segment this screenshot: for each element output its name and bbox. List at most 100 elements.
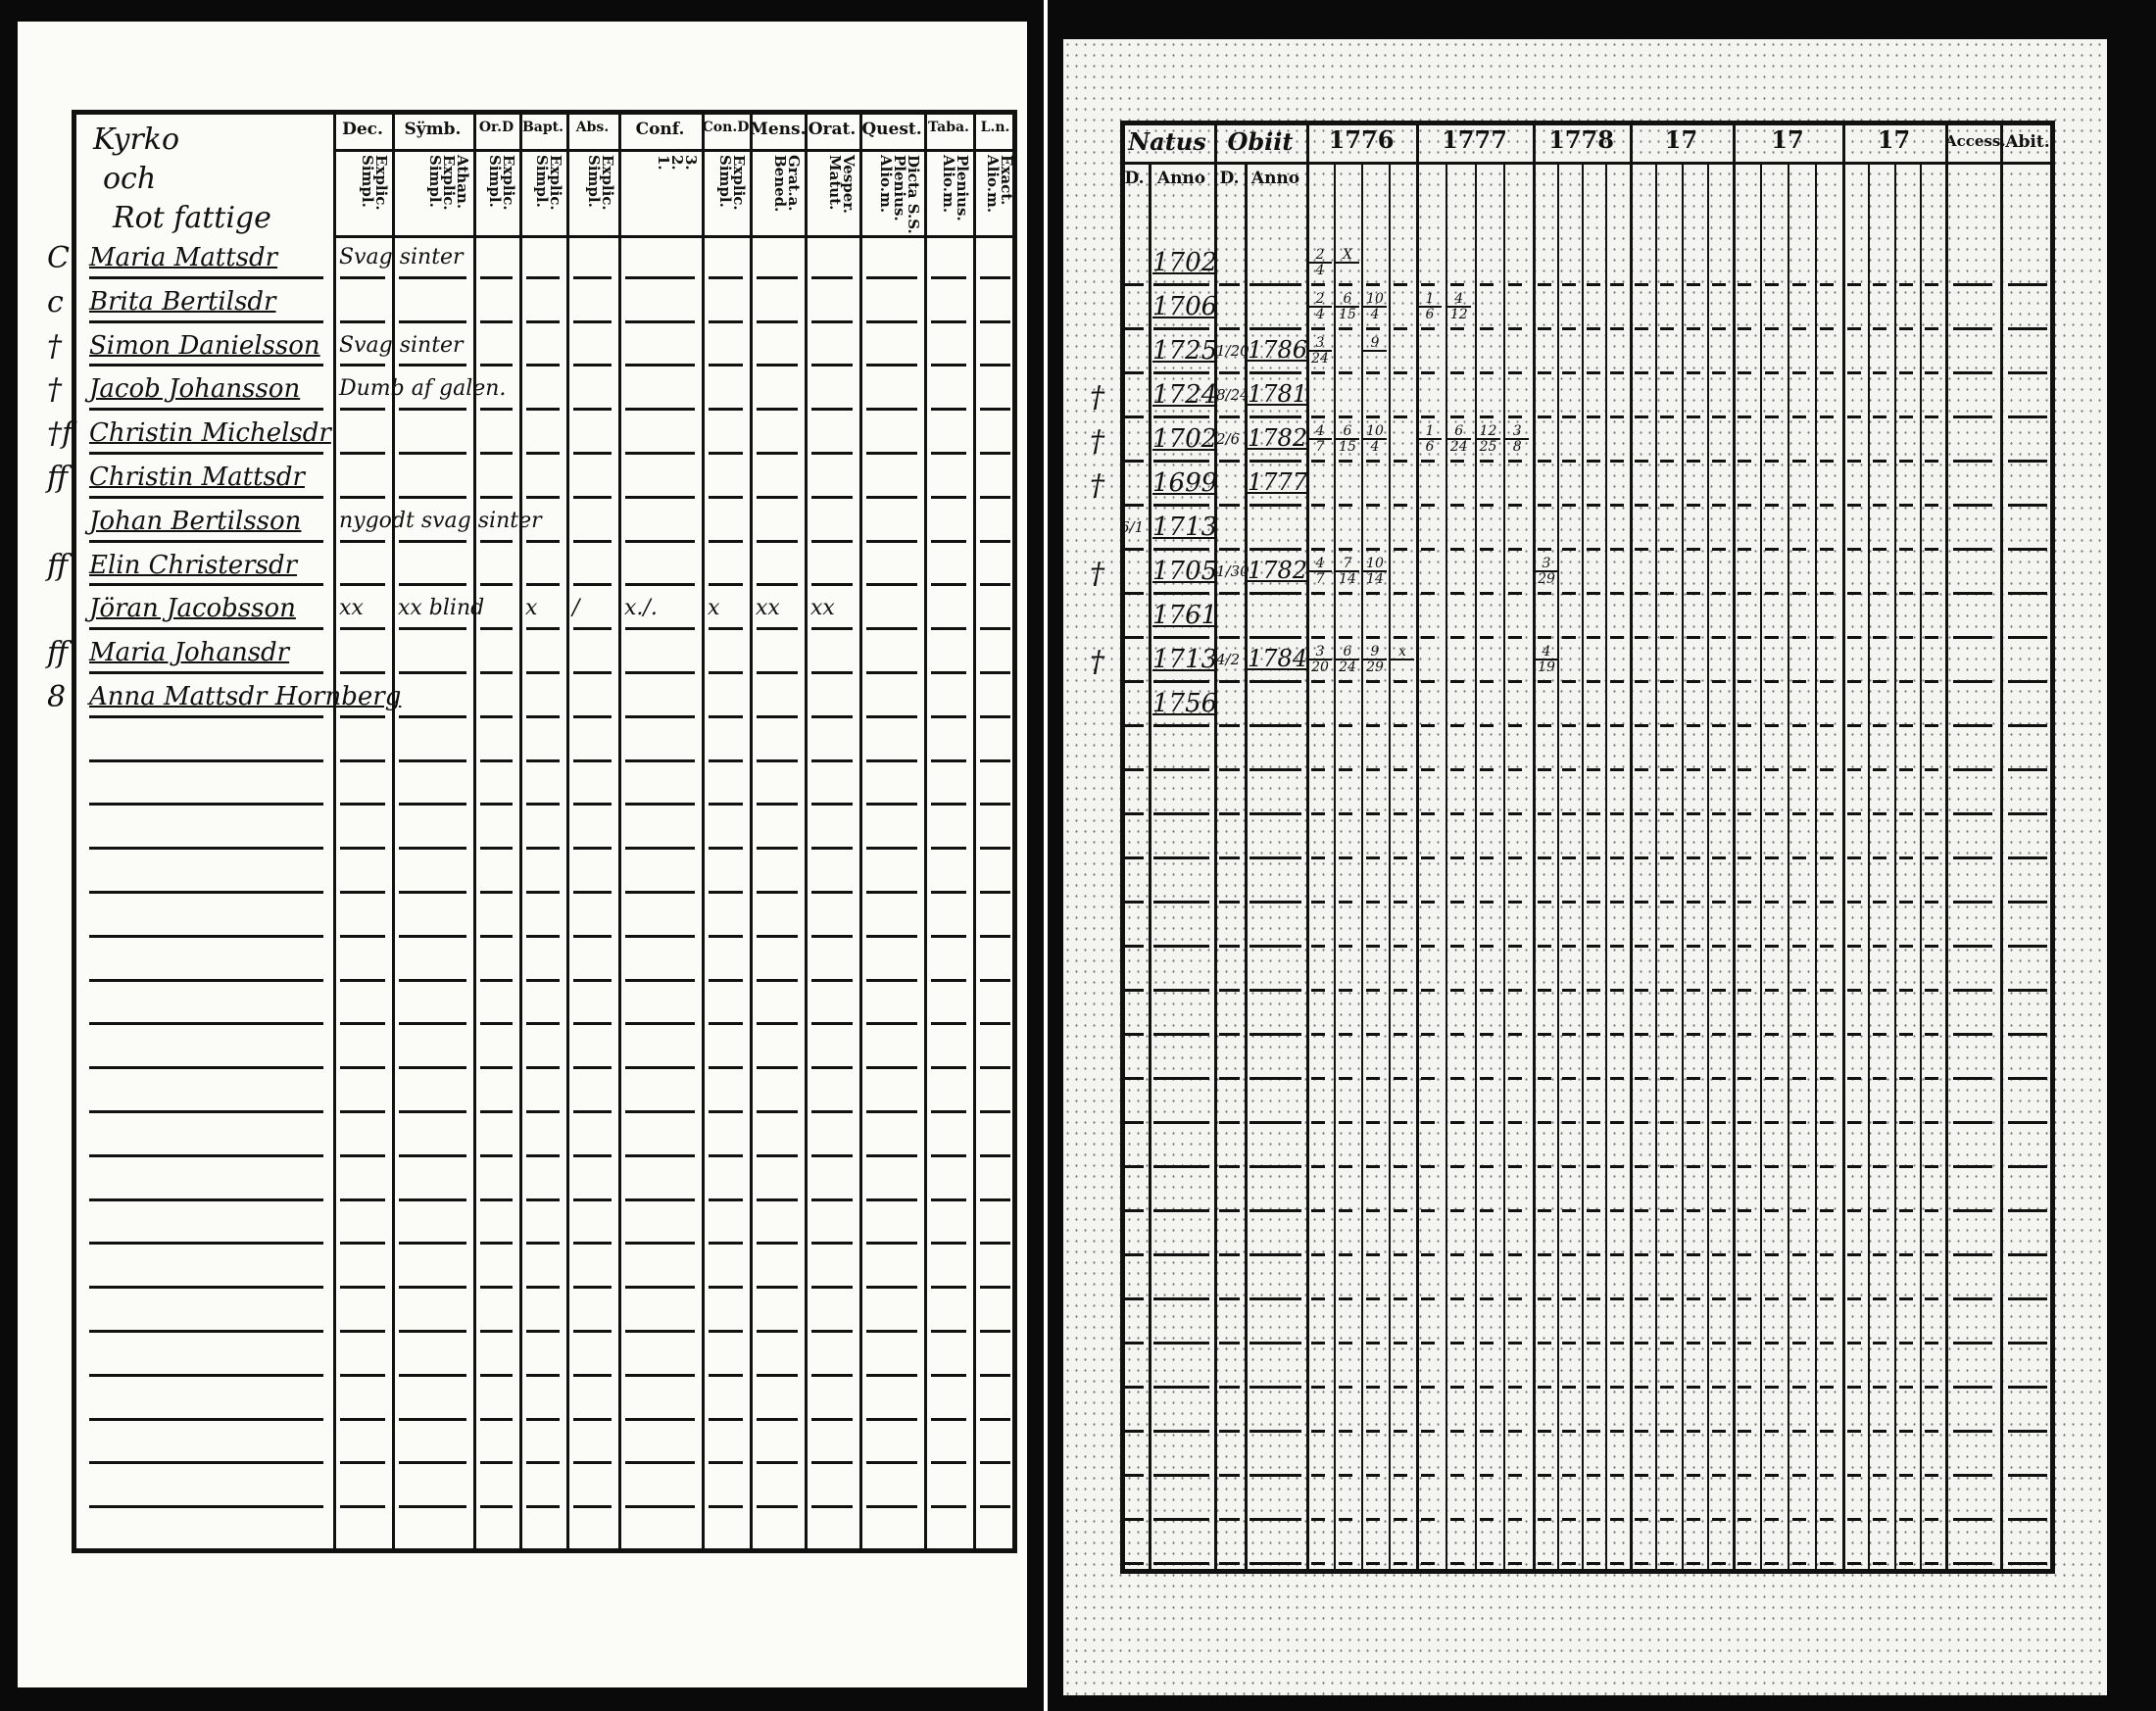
cell-rule	[1847, 724, 1861, 727]
cell-rule	[2008, 1474, 2047, 1477]
column-rule	[1945, 121, 1948, 1574]
cell-rule	[1153, 724, 1209, 727]
cell-rule	[1366, 680, 1380, 683]
cell-rule	[480, 1417, 513, 1421]
cell-rule	[340, 364, 385, 367]
margin-mark: †	[1090, 380, 1104, 415]
cell-rule	[980, 583, 1010, 587]
cell-rule	[573, 452, 612, 455]
cell-rule	[1660, 724, 1675, 727]
cell-rule	[573, 1330, 612, 1333]
cell-rule	[866, 1505, 917, 1509]
cell-rule	[1449, 1297, 1464, 1300]
cell-rule	[480, 803, 513, 807]
cell-rule	[931, 408, 966, 412]
cell-rule	[1738, 1342, 1751, 1344]
cell-rule	[480, 1286, 513, 1290]
cell-rule	[757, 452, 798, 455]
cell-rule	[1311, 1386, 1325, 1389]
subcolumn-rule	[1334, 162, 1336, 1574]
cell-rule	[709, 364, 743, 367]
column-rule	[473, 110, 476, 1553]
cell-rule	[1873, 1033, 1887, 1036]
cell-rule	[2008, 768, 2047, 771]
cell-rule	[1153, 548, 1209, 551]
cell-rule	[1125, 1165, 1144, 1168]
natus-year: 1706	[1152, 292, 1218, 321]
cell-rule	[811, 847, 853, 851]
cell-rule	[757, 1153, 798, 1157]
cell-rule	[1765, 1562, 1779, 1565]
cell-rule	[1711, 548, 1726, 551]
row-rule	[89, 495, 323, 499]
cell-rule	[1125, 1518, 1144, 1521]
cell-rule	[1873, 1386, 1887, 1389]
cell-rule	[1508, 1077, 1523, 1080]
row-rule	[89, 452, 323, 455]
cell-rule	[1394, 724, 1407, 727]
cell-rule	[1586, 1474, 1600, 1477]
cell-rule	[399, 934, 466, 938]
right-page	[1063, 39, 2107, 1695]
cell-rule	[1250, 416, 1301, 418]
natus-year: 1705	[1152, 557, 1218, 586]
cell-rule	[1738, 1165, 1751, 1168]
cell-rule	[811, 275, 853, 279]
cell-rule	[1219, 1518, 1240, 1521]
cell-rule	[1953, 636, 1992, 639]
cell-rule	[1311, 768, 1325, 771]
cell-rule	[1153, 1209, 1209, 1212]
cell-rule	[1508, 812, 1523, 815]
margin-mark: 8	[47, 680, 67, 714]
cell-rule	[1366, 1474, 1380, 1477]
cell-rule	[1479, 1386, 1494, 1389]
cell-rule	[980, 803, 1010, 807]
cell-rule	[1219, 680, 1240, 683]
cell-rule	[1792, 327, 1806, 330]
cell-rule	[625, 319, 695, 323]
cell-rule	[1449, 283, 1464, 286]
cell-rule	[2008, 327, 2047, 330]
cell-rule	[340, 891, 385, 894]
cell-rule	[811, 1286, 853, 1290]
cell-rule	[1765, 945, 1779, 948]
cell-rule	[1153, 1165, 1209, 1168]
cell-rule	[1898, 636, 1913, 639]
cell-rule	[1125, 989, 1144, 992]
cell-rule	[1250, 1253, 1301, 1256]
cell-rule	[1394, 945, 1407, 948]
cell-rule	[1394, 989, 1407, 992]
margin-mark: †	[1090, 645, 1104, 679]
cell-rule	[526, 539, 560, 543]
cell-rule	[811, 452, 853, 455]
subcolumn-rule	[1919, 162, 1922, 1574]
entry-month: 1	[1418, 292, 1442, 308]
cell-rule	[1873, 1430, 1887, 1433]
cell-rule	[480, 1198, 513, 1201]
cell-rule	[1898, 945, 1913, 948]
cell-rule	[1765, 416, 1779, 418]
cell-rule	[1219, 1562, 1240, 1565]
cell-rule	[1660, 460, 1675, 463]
cell-rule	[526, 671, 560, 674]
cell-rule	[1660, 636, 1675, 639]
cell-rule	[980, 714, 1010, 718]
cell-rule	[1635, 945, 1648, 948]
cell-rule	[1635, 768, 1648, 771]
column-header: Abs.	[575, 120, 610, 135]
cell-rule	[573, 319, 612, 323]
cell-rule	[931, 758, 966, 762]
cell-rule	[1339, 636, 1352, 639]
cell-rule	[757, 1505, 798, 1509]
cell-rule	[1660, 1253, 1675, 1256]
cell-rule	[573, 1505, 612, 1509]
cell-rule	[1686, 901, 1700, 904]
cell-rule	[1125, 1342, 1144, 1344]
entry-month: 4	[1308, 557, 1332, 572]
cell-rule	[480, 275, 513, 279]
cell-rule	[1394, 1121, 1407, 1124]
cell-rule	[1311, 371, 1325, 374]
cell-rule	[1538, 1342, 1551, 1344]
cell-rule	[980, 1417, 1010, 1421]
cell-rule	[866, 1461, 917, 1465]
